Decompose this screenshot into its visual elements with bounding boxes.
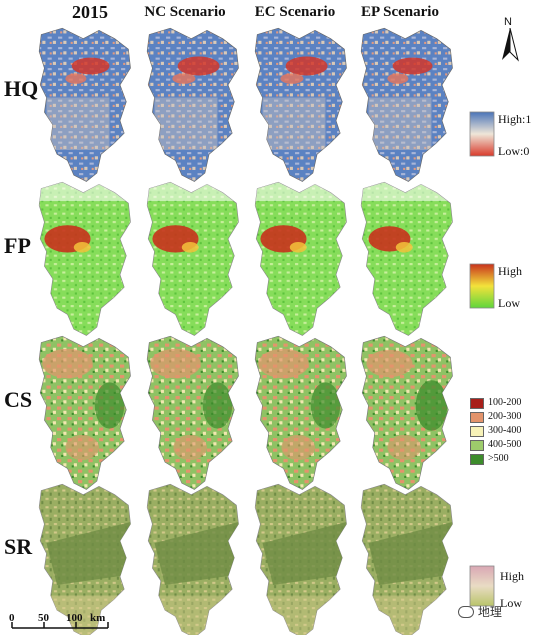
cs-legend-label-200-300: 200-300	[488, 411, 522, 422]
row-label-fp: FP	[4, 233, 31, 258]
scale-tick-0: 0	[9, 612, 15, 624]
sr-legend-high: High	[500, 569, 524, 583]
column-title-ec-scenario: EC Scenario	[254, 4, 336, 20]
fp-legend-high: High	[498, 264, 522, 278]
column-title-2015: 2015	[72, 2, 108, 22]
wechat-icon	[458, 605, 474, 618]
map-fp-2015	[38, 181, 132, 337]
map-hq-ep	[360, 27, 454, 183]
scale-bar	[11, 622, 109, 629]
watermark-text: 地理	[477, 605, 502, 619]
row-label-hq: HQ	[4, 76, 39, 101]
cs-legend-label-300-400: 300-400	[488, 425, 522, 436]
watermark: 地理	[458, 603, 502, 620]
map-cs-ep	[360, 335, 454, 491]
fp-legend-low: Low	[498, 296, 520, 310]
cs-legend-swatch-200-300	[470, 412, 484, 423]
cs-legend-swatch-gt-500	[470, 454, 484, 465]
cs-legend-label-400-500: 400-500	[488, 439, 522, 450]
map-cs-2015	[38, 335, 132, 491]
cs-legend-swatch-400-500	[470, 440, 484, 451]
north-label: N	[504, 16, 512, 28]
sr-legend-low: Low	[500, 596, 522, 610]
north-arrow-icon	[502, 28, 519, 62]
map-sr-ec	[254, 483, 348, 635]
scale-tick-100: 100	[66, 612, 83, 624]
map-sr-2015	[38, 483, 132, 635]
map-cs-ec	[254, 335, 348, 491]
cs-legend-label-100-200: 100-200	[488, 397, 522, 408]
north-arrow: N	[498, 16, 522, 62]
scale-unit: km	[90, 612, 106, 624]
map-sr-nc	[146, 483, 240, 635]
map-hq-ec	[254, 27, 348, 183]
row-label-sr: SR	[4, 534, 33, 559]
cs-legend-label-gt-500: >500	[488, 453, 509, 464]
map-fp-nc	[146, 181, 240, 337]
hq-legend-low: Low:0	[498, 144, 530, 158]
map-cs-nc	[146, 335, 240, 491]
map-hq-2015	[38, 27, 132, 183]
map-fp-ep	[360, 181, 454, 337]
row-label-cs: CS	[4, 387, 33, 412]
map-hq-nc	[146, 27, 240, 183]
hq-legend-gradient	[469, 111, 495, 157]
column-title-nc-scenario: NC Scenario	[144, 4, 226, 20]
map-sr-ep	[360, 483, 454, 635]
column-title-ep-scenario: EP Scenario	[361, 4, 439, 20]
cs-legend-swatch-300-400	[470, 426, 484, 437]
fp-legend-gradient	[469, 263, 495, 309]
cs-legend-swatch-100-200	[470, 398, 484, 409]
map-fp-ec	[254, 181, 348, 337]
sr-legend-gradient	[469, 565, 495, 607]
hq-legend-high: High:1	[498, 112, 532, 126]
scale-tick-50: 50	[38, 612, 49, 624]
